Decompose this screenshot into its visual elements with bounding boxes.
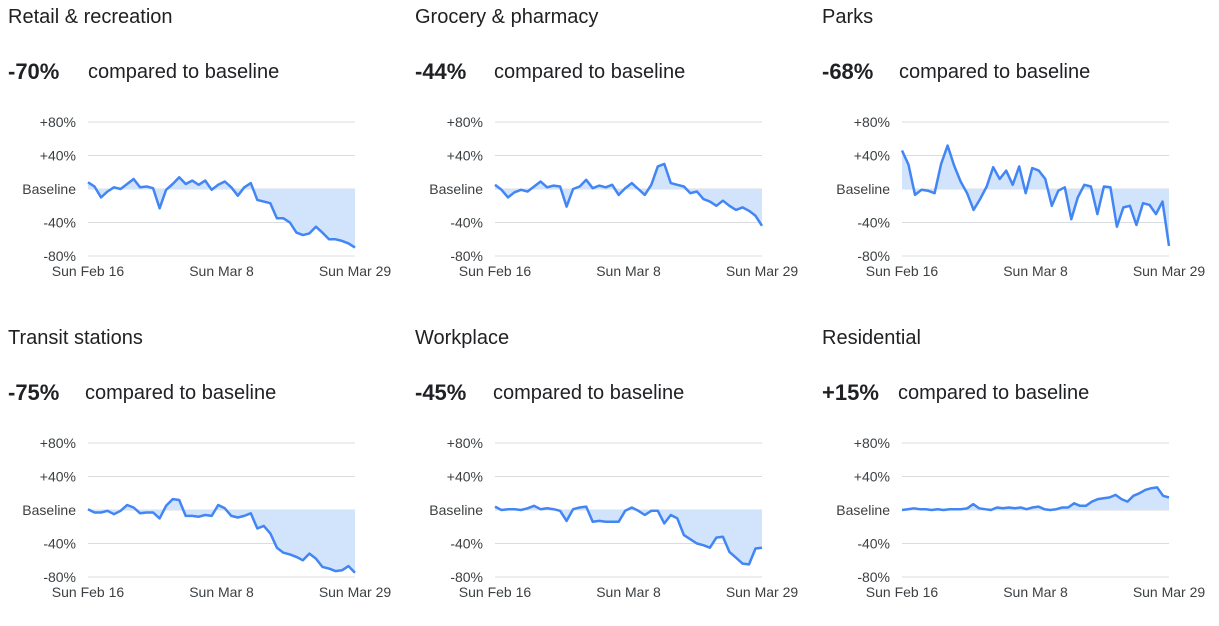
y-tick-label: +80% — [854, 114, 890, 130]
y-tick-label: +80% — [447, 435, 483, 451]
percent-change: -45% — [415, 380, 467, 405]
series-line — [87, 176, 356, 249]
x-tick-label: Sun Feb 16 — [459, 584, 532, 600]
series-area — [495, 505, 762, 565]
panel-title: Workplace — [415, 327, 510, 349]
compare-text: compared to baseline — [88, 61, 280, 83]
y-tick-label: -40% — [450, 536, 483, 552]
y-tick-label: +80% — [40, 114, 76, 130]
y-tick-label: Baseline — [22, 181, 76, 197]
series-line — [900, 144, 1171, 247]
series-area — [902, 487, 1169, 510]
y-tick-label: -40% — [43, 536, 76, 552]
y-tick-label: Baseline — [836, 502, 890, 518]
percent-change: -75% — [8, 380, 60, 405]
panel-retail: Retail & recreation -70% compared to bas… — [0, 0, 400, 305]
panel-title: Parks — [822, 6, 874, 28]
series-area — [902, 145, 1169, 246]
series-area — [88, 499, 355, 573]
percent-change: +15% — [822, 380, 879, 405]
y-tick-label: -80% — [43, 248, 76, 264]
compare-text: compared to baseline — [898, 382, 1090, 404]
y-tick-label: +40% — [447, 148, 483, 164]
y-tick-label: -80% — [450, 569, 483, 585]
panel-title: Retail & recreation — [8, 6, 173, 28]
x-tick-label: Sun Mar 8 — [596, 263, 661, 279]
panel-grocery: Grocery & pharmacy -44% compared to base… — [407, 0, 807, 305]
percent-change: -68% — [822, 59, 874, 84]
y-tick-label: +80% — [447, 114, 483, 130]
y-tick-label: Baseline — [836, 181, 890, 197]
x-tick-label: Sun Feb 16 — [866, 263, 939, 279]
y-tick-label: Baseline — [429, 502, 483, 518]
panel-transit: Transit stations -75% compared to baseli… — [0, 321, 400, 626]
panel-residential: Residential +15% compared to baseline +8… — [814, 321, 1214, 626]
panel-workplace: Workplace -45% compared to baseline +80%… — [407, 321, 807, 626]
chart-residential: +80% +40% Baseline -40% -80%Sun Feb 16 Sun Ma… — [836, 435, 1206, 600]
panel-parks: Parks -68% compared to baseline +80% +40%… — [814, 0, 1214, 305]
chart-grocery: +80% +40% Baseline -40% -80%Sun Feb 16 Sun Ma… — [429, 114, 799, 279]
x-tick-label: Sun Mar 8 — [189, 263, 254, 279]
x-tick-label: Sun Mar 8 — [1003, 584, 1068, 600]
x-tick-label: Sun Mar 8 — [1003, 263, 1068, 279]
series-line — [87, 497, 356, 574]
y-tick-label: Baseline — [429, 181, 483, 197]
y-tick-label: -40% — [857, 215, 890, 231]
percent-change: -44% — [415, 59, 467, 84]
x-tick-label: Sun Mar 29 — [319, 263, 392, 279]
y-tick-label: -80% — [450, 248, 483, 264]
series-line — [494, 162, 764, 227]
y-tick-label: -80% — [857, 248, 890, 264]
compare-text: compared to baseline — [493, 382, 685, 404]
panel-title: Transit stations — [8, 327, 143, 349]
panel-title: Grocery & pharmacy — [415, 6, 599, 28]
x-tick-label: Sun Mar 29 — [1133, 584, 1206, 600]
x-tick-label: Sun Mar 8 — [596, 584, 661, 600]
chart-workplace: +80% +40% Baseline -40% -80%Sun Feb 16 Sun Ma… — [429, 435, 799, 600]
series-area — [88, 177, 355, 248]
y-tick-label: -80% — [43, 569, 76, 585]
compare-text: compared to baseline — [85, 382, 277, 404]
x-tick-label: Sun Mar 29 — [726, 584, 799, 600]
y-tick-label: +40% — [447, 469, 483, 485]
y-tick-label: +40% — [40, 148, 76, 164]
compare-text: compared to baseline — [494, 61, 686, 83]
x-tick-label: Sun Feb 16 — [52, 584, 125, 600]
x-tick-label: Sun Mar 29 — [319, 584, 392, 600]
x-tick-label: Sun Feb 16 — [459, 263, 532, 279]
y-tick-label: -80% — [857, 569, 890, 585]
x-tick-label: Sun Feb 16 — [866, 584, 939, 600]
y-tick-label: -40% — [857, 536, 890, 552]
chart-transit: +80% +40% Baseline -40% -80%Sun Feb 16 Sun Ma… — [22, 435, 392, 600]
x-tick-label: Sun Mar 29 — [726, 263, 799, 279]
x-tick-label: Sun Mar 8 — [189, 584, 254, 600]
y-tick-label: Baseline — [22, 502, 76, 518]
x-tick-label: Sun Feb 16 — [52, 263, 125, 279]
y-tick-label: +40% — [854, 469, 890, 485]
series-area — [495, 163, 762, 226]
y-tick-label: +40% — [854, 148, 890, 164]
y-tick-label: +80% — [854, 435, 890, 451]
chart-retail: +80% +40% Baseline -40% -80%Sun Feb 16 Sun Ma… — [22, 114, 392, 279]
y-tick-label: +40% — [40, 469, 76, 485]
series-line — [494, 504, 763, 566]
y-tick-label: -40% — [450, 215, 483, 231]
x-tick-label: Sun Mar 29 — [1133, 263, 1206, 279]
percent-change: -70% — [8, 59, 60, 84]
series-line — [901, 486, 1170, 512]
panel-title: Residential — [822, 327, 921, 349]
y-tick-label: +80% — [40, 435, 76, 451]
compare-text: compared to baseline — [899, 61, 1091, 83]
y-tick-label: -40% — [43, 215, 76, 231]
chart-parks: +80% +40% Baseline -40% -80%Sun Feb 16 Sun Ma… — [836, 114, 1206, 279]
